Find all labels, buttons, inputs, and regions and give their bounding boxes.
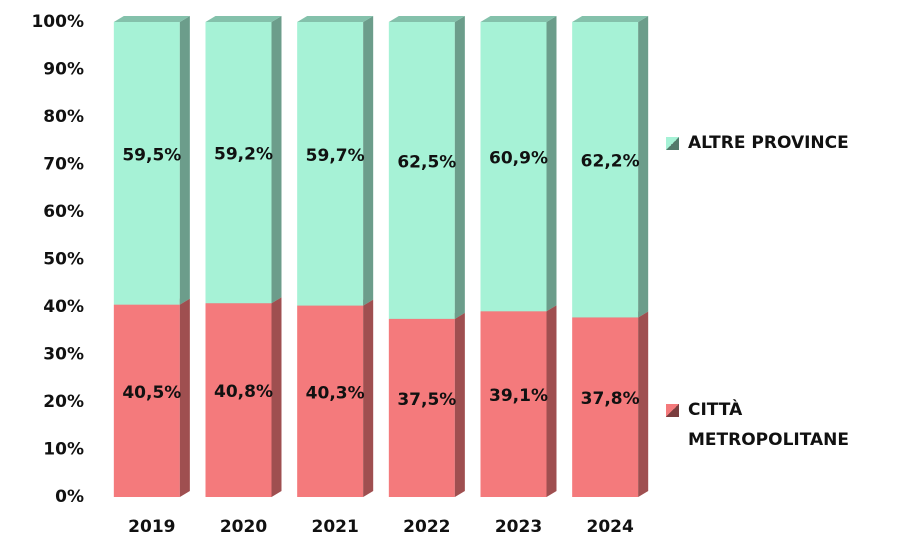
legend-label: CITTÀ METROPOLITANE	[688, 400, 850, 450]
bar-segment	[297, 305, 364, 497]
data-label: 59,2%	[214, 145, 273, 165]
bar-top	[205, 16, 282, 22]
bar-top	[113, 16, 190, 22]
bar-top	[572, 16, 649, 22]
y-tick-label: 20%	[43, 392, 84, 412]
legend-label: ALTRE PROVINCE	[688, 133, 849, 153]
data-label: 37,8%	[581, 389, 640, 409]
legend-swatch	[666, 137, 679, 150]
y-tick-label: 10%	[43, 440, 84, 460]
bar-top-shade	[572, 16, 649, 22]
bar-top	[297, 16, 374, 22]
bar-top	[388, 16, 465, 22]
y-tick-label: 60%	[43, 202, 84, 222]
bar-side-shade	[271, 16, 282, 304]
data-label: 40,5%	[122, 383, 181, 403]
x-tick-label: 2023	[495, 517, 542, 537]
bar-side	[454, 312, 465, 497]
bar-side-shade	[638, 311, 649, 497]
bar-side	[179, 298, 190, 497]
bar-side-shade	[363, 16, 374, 306]
data-label: 59,7%	[306, 146, 365, 166]
y-tick-label: 70%	[43, 155, 84, 175]
y-tick-label: 100%	[31, 12, 84, 32]
bar-segment	[480, 22, 547, 312]
y-tick-label: 80%	[43, 107, 84, 127]
bar-side-shade	[546, 16, 557, 312]
y-tick-label: 40%	[43, 297, 84, 317]
bar-side	[638, 311, 649, 497]
bar-segment	[113, 22, 180, 305]
y-tick-label: 50%	[43, 250, 84, 270]
bar-segment	[113, 304, 180, 497]
x-tick-label: 2024	[587, 517, 634, 537]
data-label: 60,9%	[489, 149, 548, 169]
bar-segment	[297, 22, 364, 306]
data-label: 37,5%	[397, 390, 456, 410]
bar-side-shade	[546, 305, 557, 497]
data-label: 62,2%	[581, 152, 640, 172]
bar-segment	[205, 303, 272, 497]
bar-top	[480, 16, 557, 22]
bar-side-shade	[454, 16, 465, 319]
bar-side-shade	[454, 312, 465, 497]
bar-segment	[205, 22, 272, 304]
x-tick-label: 2022	[403, 517, 450, 537]
bar-side-shade	[271, 297, 282, 497]
bar-side	[546, 305, 557, 497]
bar-top-shade	[388, 16, 465, 22]
data-label: 62,5%	[397, 152, 456, 172]
bar-top-shade	[113, 16, 190, 22]
y-tick-label: 30%	[43, 345, 84, 365]
legend-swatch	[666, 404, 679, 417]
x-tick-label: 2020	[220, 517, 267, 537]
y-tick-label: 0%	[55, 487, 84, 507]
data-label: 40,8%	[214, 382, 273, 402]
bar-segment	[480, 311, 547, 497]
bar-side-shade	[179, 298, 190, 497]
bar-side-shade	[638, 16, 649, 318]
bar-side	[271, 297, 282, 497]
x-tick-label: 2021	[312, 517, 359, 537]
bar-side	[546, 16, 557, 312]
bar-segment	[388, 22, 455, 319]
bar-side	[271, 16, 282, 304]
x-tick-label: 2019	[128, 517, 175, 537]
bar-segment	[572, 317, 639, 497]
bar-segment	[572, 22, 639, 318]
bar-side-shade	[363, 299, 374, 497]
bar-segment	[388, 318, 455, 497]
bar-side	[363, 16, 374, 306]
bar-top-shade	[297, 16, 374, 22]
bar-side	[638, 16, 649, 318]
data-label: 59,5%	[122, 145, 181, 165]
y-tick-label: 90%	[43, 60, 84, 80]
bar-side	[179, 16, 190, 305]
bar-top-shade	[480, 16, 557, 22]
data-label: 40,3%	[306, 383, 365, 403]
data-label: 39,1%	[489, 386, 548, 406]
bar-side	[363, 299, 374, 497]
bar-side	[454, 16, 465, 319]
bar-side-shade	[179, 16, 190, 305]
bar-top-shade	[205, 16, 282, 22]
